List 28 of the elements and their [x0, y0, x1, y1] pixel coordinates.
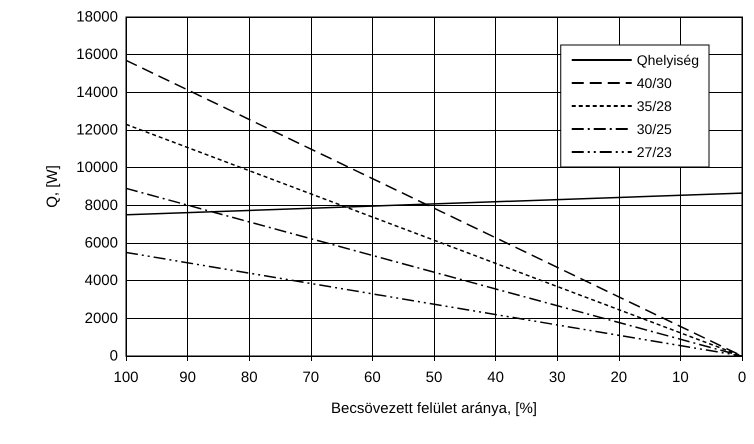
x-tick-label: 60 — [364, 369, 381, 386]
x-axis-title: Becsövezett felület aránya, [%] — [331, 400, 537, 417]
legend-label: 30/25 — [636, 121, 672, 137]
legend-label: 27/23 — [636, 144, 672, 160]
y-tick-label: 18000 — [76, 8, 118, 26]
y-tick-label: 10000 — [76, 159, 118, 176]
y-tick-label: 8000 — [84, 196, 118, 214]
x-tick-label: 30 — [548, 369, 566, 386]
y-tick-label: 12000 — [76, 122, 118, 138]
legend-label: 35/28 — [636, 98, 672, 114]
y-tick-label: 16000 — [76, 46, 118, 64]
x-tick-label: 70 — [302, 369, 320, 386]
y-tick-label: 4000 — [84, 272, 118, 290]
x-tick-label: 0 — [738, 369, 746, 386]
y-tick-label: 0 — [110, 348, 118, 364]
y-axis-title: Q, [W] — [44, 165, 61, 208]
x-tick-label: 80 — [240, 369, 258, 386]
legend-label: 40/30 — [636, 75, 672, 91]
x-tick-label: 10 — [672, 369, 689, 386]
x-tick-label: 50 — [426, 369, 442, 386]
y-tick-label: 6000 — [84, 234, 118, 252]
y-tick-label: 2000 — [84, 310, 118, 327]
y-tick-label: 14000 — [76, 84, 118, 101]
x-tick-label: 20 — [610, 369, 628, 386]
legend-label: Qhelyiség — [636, 52, 700, 68]
x-tick-label: 40 — [487, 369, 504, 386]
x-tick-label: 90 — [179, 369, 196, 386]
x-tick-label: 100 — [113, 369, 139, 386]
